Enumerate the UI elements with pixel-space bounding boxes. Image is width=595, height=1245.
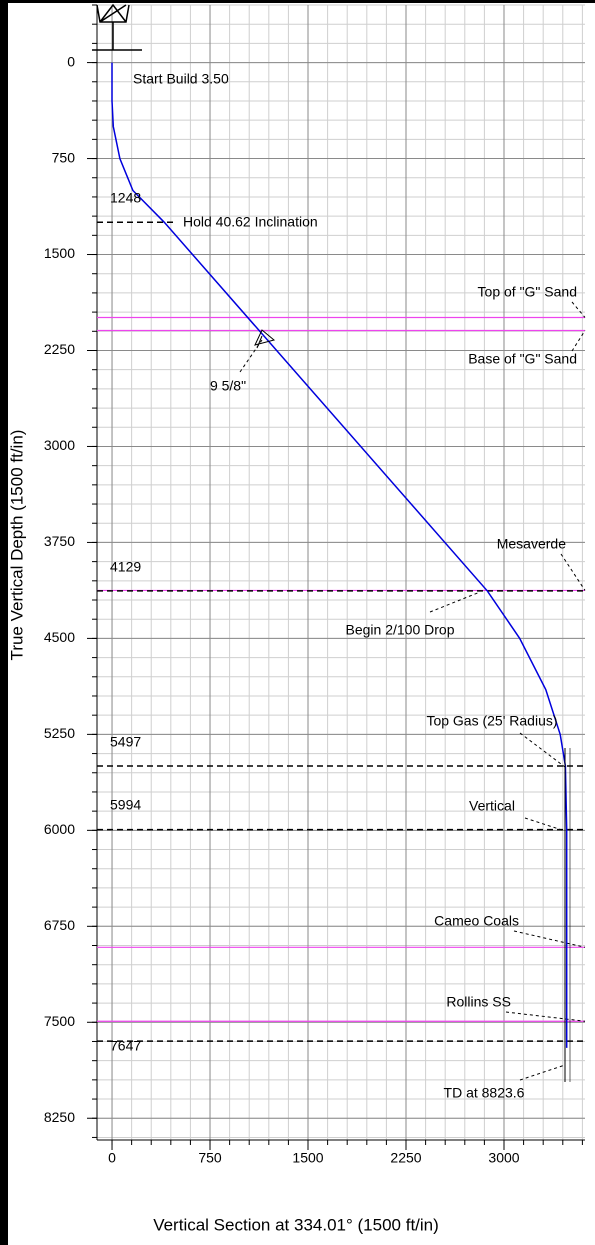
leader xyxy=(519,1064,566,1081)
annotation: TD at 8823.6 xyxy=(444,1085,525,1101)
y-tick-label: 8250 xyxy=(44,1109,75,1125)
leader xyxy=(560,553,586,591)
x-tick-label: 2250 xyxy=(390,1150,421,1166)
annotation: Begin 2/100 Drop xyxy=(346,622,455,638)
depth-label: 5497 xyxy=(110,734,141,750)
y-tick-label: 5250 xyxy=(44,725,75,741)
y-tick-label: 6000 xyxy=(44,821,75,837)
formation-label: Top of "G" Sand xyxy=(478,284,577,300)
y-tick-label: 7500 xyxy=(44,1013,75,1029)
depth-label: 7647 xyxy=(110,1038,141,1054)
frame-left xyxy=(0,0,8,1245)
y-tick-label: 4500 xyxy=(44,629,75,645)
x-tick-label: 750 xyxy=(198,1150,222,1166)
y-tick-label: 6750 xyxy=(44,917,75,933)
y-tick-label: 750 xyxy=(52,149,76,165)
y-tick-label: 2250 xyxy=(44,341,75,357)
leader xyxy=(429,591,481,613)
y-tick-label: 0 xyxy=(67,53,75,69)
leader xyxy=(513,930,586,948)
formation-label: Base of "G" Sand xyxy=(468,351,577,367)
depth-label: 1248 xyxy=(110,190,141,206)
y-tick-label: 3750 xyxy=(44,533,75,549)
y-tick-label: 3000 xyxy=(44,437,75,453)
annotation: Hold 40.62 Inclination xyxy=(183,214,318,230)
marks xyxy=(97,62,586,1082)
annotation: Vertical xyxy=(469,798,515,814)
formation-label: Rollins SS xyxy=(446,994,511,1010)
formation-label: Cameo Coals xyxy=(434,913,519,929)
leader xyxy=(524,817,566,832)
depth-label: 5994 xyxy=(110,797,141,813)
x-tick-label: 3000 xyxy=(488,1150,519,1166)
frame-top xyxy=(0,0,595,3)
y-axis-title: True Vertical Depth (1500 ft/in) xyxy=(7,430,26,661)
grid xyxy=(87,4,585,1150)
casing-symbol xyxy=(254,329,276,349)
leader xyxy=(505,1011,586,1022)
x-tick-label: 0 xyxy=(108,1150,116,1166)
annotation: 9 5/8" xyxy=(210,378,246,394)
rig-symbol xyxy=(92,3,142,51)
depth-label: 4129 xyxy=(110,559,141,575)
formation-label: Mesaverde xyxy=(497,536,566,552)
annotation: Start Build 3.50 xyxy=(133,71,229,87)
y-tick-label: 1500 xyxy=(44,245,75,261)
annotation: Top Gas (25' Radius) xyxy=(426,713,557,729)
x-axis-title: Vertical Section at 334.01° (1500 ft/in) xyxy=(153,1215,439,1234)
x-tick-label: 1500 xyxy=(292,1150,323,1166)
leader xyxy=(571,330,586,352)
